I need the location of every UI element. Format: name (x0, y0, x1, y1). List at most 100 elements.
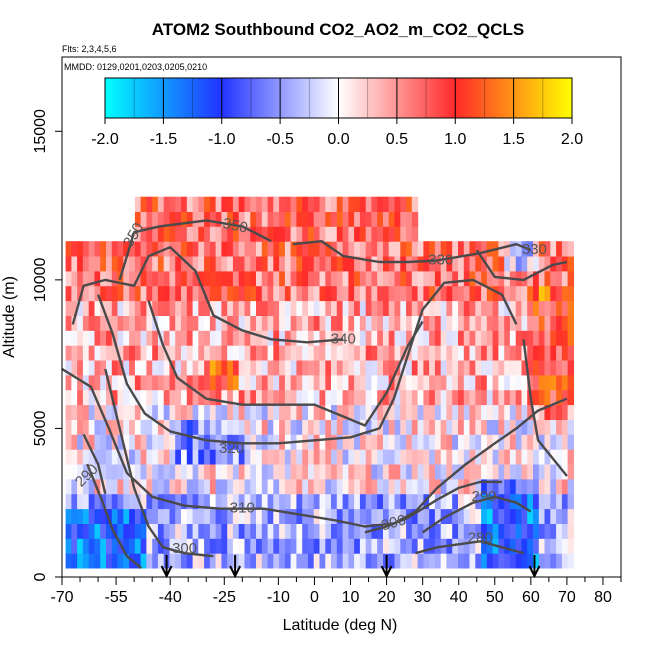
heatmap-cell (140, 285, 147, 302)
heatmap-cell (290, 538, 297, 554)
heatmap-cell (492, 360, 499, 376)
heatmap-cell (469, 241, 476, 257)
heatmap-cell (77, 241, 84, 257)
x-axis: -70 -55 -40 -25 -10 0 10 20 30 40 50 60 70 80 (50, 577, 622, 606)
heatmap-cell (406, 374, 413, 391)
heatmap-cell (140, 464, 147, 480)
heatmap-cell (65, 345, 72, 361)
heatmap-cell (111, 478, 119, 495)
heatmap-cell (429, 360, 436, 376)
heatmap-cell (238, 523, 246, 539)
heatmap-cell (336, 389, 344, 406)
heatmap-cell (452, 449, 459, 465)
heatmap-cell (434, 508, 442, 524)
heatmap-cell (319, 211, 326, 227)
heatmap-cell (394, 270, 401, 287)
heatmap-cell (273, 508, 280, 524)
heatmap-cell (458, 345, 465, 361)
heatmap-cell (296, 330, 303, 346)
heatmap-cell (342, 538, 349, 554)
heatmap-cell (117, 434, 124, 450)
heatmap-cell (169, 315, 176, 331)
heatmap-cell (186, 360, 194, 376)
heatmap-cell (446, 285, 453, 302)
heatmap-cell (65, 270, 72, 287)
heatmap-cell (561, 256, 569, 272)
heatmap-cell (261, 226, 269, 242)
heatmap-cell (481, 523, 488, 539)
contour-line-300 (104, 368, 214, 558)
heatmap-cell (129, 389, 136, 406)
heatmap-cell (383, 523, 390, 539)
heatmap-cell (204, 389, 211, 406)
heatmap-cell (538, 270, 546, 287)
heatmap-cell (475, 300, 482, 316)
heatmap-cell (267, 345, 274, 361)
heatmap-cell (394, 508, 401, 524)
heatmap-cell (134, 256, 142, 272)
heatmap-cell (561, 478, 569, 495)
heatmap-cell (152, 434, 159, 450)
heatmap-cell (111, 449, 119, 465)
heatmap-cell (175, 493, 182, 510)
heatmap-cell (423, 478, 430, 495)
heatmap-cell (411, 538, 419, 554)
heatmap-cell (256, 270, 263, 287)
heatmap-cell (498, 300, 505, 316)
heatmap-cell (342, 493, 349, 510)
heatmap-cell (377, 404, 384, 420)
heatmap-cell (71, 330, 78, 346)
heatmap-cell (123, 419, 130, 435)
heatmap-cell (186, 404, 194, 420)
heatmap-cell (319, 374, 326, 391)
heatmap-cell (238, 211, 246, 227)
heatmap-cell (261, 449, 269, 465)
heatmap-cell (186, 538, 194, 554)
heatmap-cell (100, 389, 107, 406)
heatmap-cell (498, 508, 505, 524)
heatmap-cell (400, 553, 407, 569)
heatmap-cell (440, 256, 448, 272)
heatmap-cell (429, 478, 436, 495)
heatmap-cell (169, 434, 176, 450)
heatmap-cell (371, 493, 378, 510)
heatmap-cell (192, 493, 199, 510)
heatmap-cell (123, 478, 130, 495)
heatmap-cell (446, 434, 453, 450)
heatmap-cell (417, 270, 424, 287)
heatmap-cell (302, 419, 309, 435)
heatmap-cell (181, 419, 188, 435)
heatmap-cell (486, 345, 494, 361)
heatmap-cell (452, 360, 459, 376)
heatmap-cell (106, 478, 113, 495)
heatmap-cell (129, 270, 136, 287)
heatmap-cell (440, 478, 448, 495)
heatmap-cell (284, 374, 292, 391)
heatmap-cell (273, 285, 280, 302)
heatmap-cell (406, 256, 413, 272)
heatmap-cell (129, 449, 136, 465)
heatmap-cell (567, 374, 574, 391)
heatmap-cell (342, 419, 349, 435)
heatmap-cell (544, 538, 551, 554)
heatmap-cell (567, 285, 574, 302)
heatmap-cell (371, 538, 378, 554)
heatmap-cell (273, 523, 280, 539)
heatmap-cell (267, 478, 274, 495)
heatmap-cell (458, 493, 465, 510)
heatmap-cell (313, 419, 321, 435)
heatmap-cell (221, 211, 228, 227)
heatmap-cell (446, 553, 453, 569)
heatmap-cell (123, 300, 130, 316)
heatmap-cell (331, 270, 338, 287)
heatmap-cell (204, 434, 211, 450)
heatmap-cell (359, 330, 367, 346)
heatmap-cell (186, 241, 194, 257)
heatmap-cell (186, 389, 194, 406)
heatmap-cell (533, 538, 540, 554)
colorbar-tick-label: -1.0 (208, 131, 236, 148)
heatmap-cell (561, 389, 569, 406)
heatmap-cell (279, 285, 286, 302)
heatmap-cell (65, 449, 72, 465)
